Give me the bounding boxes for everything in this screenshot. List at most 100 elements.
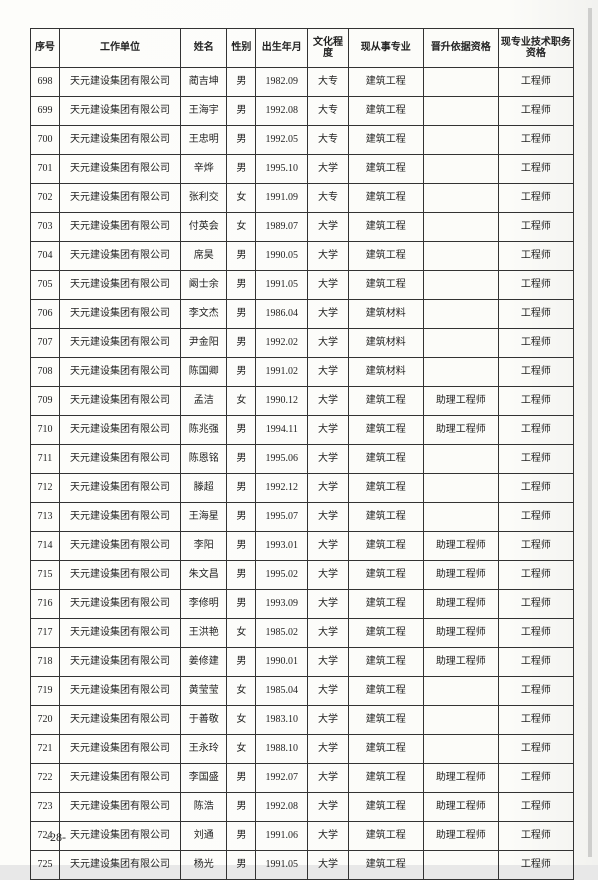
column-header: 性别	[227, 29, 256, 68]
table-row: 719天元建设集团有限公司黄莹莹女1985.04大学建筑工程工程师	[31, 677, 574, 706]
table-cell: 702	[31, 184, 60, 213]
table-cell: 713	[31, 503, 60, 532]
table-cell: 大学	[308, 503, 348, 532]
table-cell: 大学	[308, 329, 348, 358]
table-cell: 王洪艳	[181, 619, 227, 648]
table-cell: 715	[31, 561, 60, 590]
table-cell: 助理工程师	[423, 416, 498, 445]
table-cell: 天元建设集团有限公司	[59, 242, 180, 271]
table-cell: 大学	[308, 590, 348, 619]
table-cell: 工程师	[498, 561, 573, 590]
table-cell	[423, 213, 498, 242]
table-cell: 建筑工程	[348, 503, 423, 532]
table-cell	[423, 329, 498, 358]
table-cell: 建筑工程	[348, 416, 423, 445]
table-cell: 工程师	[498, 677, 573, 706]
table-row: 706天元建设集团有限公司李文杰男1986.04大学建筑材料工程师	[31, 300, 574, 329]
table-cell: 建筑工程	[348, 619, 423, 648]
table-cell: 李国盛	[181, 764, 227, 793]
table-cell: 孟洁	[181, 387, 227, 416]
table-cell: 李修明	[181, 590, 227, 619]
column-header: 晋升依据资格	[423, 29, 498, 68]
table-cell: 建筑工程	[348, 97, 423, 126]
table-row: 716天元建设集团有限公司李修明男1993.09大学建筑工程助理工程师工程师	[31, 590, 574, 619]
table-cell: 工程师	[498, 155, 573, 184]
table-cell: 工程师	[498, 793, 573, 822]
table-cell	[423, 155, 498, 184]
table-cell: 男	[227, 648, 256, 677]
table-cell: 大专	[308, 126, 348, 155]
table-cell: 建筑工程	[348, 474, 423, 503]
table-cell: 天元建设集团有限公司	[59, 97, 180, 126]
table-cell: 天元建设集团有限公司	[59, 764, 180, 793]
table-row: 707天元建设集团有限公司尹金阳男1992.02大学建筑材料工程师	[31, 329, 574, 358]
table-cell: 李阳	[181, 532, 227, 561]
table-cell: 男	[227, 474, 256, 503]
table-cell	[423, 242, 498, 271]
table-cell: 1995.02	[256, 561, 308, 590]
table-cell: 于善敬	[181, 706, 227, 735]
table-cell: 工程师	[498, 300, 573, 329]
table-cell: 天元建设集团有限公司	[59, 851, 180, 880]
table-cell: 建筑材料	[348, 329, 423, 358]
table-cell: 708	[31, 358, 60, 387]
table-cell: 工程师	[498, 329, 573, 358]
table-cell: 陈兆强	[181, 416, 227, 445]
table-cell: 建筑工程	[348, 155, 423, 184]
table-cell: 男	[227, 532, 256, 561]
personnel-table: 序号工作单位姓名性别出生年月文化程度现从事专业晋升依据资格现专业技术职务资格 6…	[30, 28, 574, 880]
table-cell: 725	[31, 851, 60, 880]
table-cell: 工程师	[498, 242, 573, 271]
table-cell: 建筑材料	[348, 300, 423, 329]
table-cell: 天元建设集团有限公司	[59, 126, 180, 155]
table-cell: 天元建设集团有限公司	[59, 445, 180, 474]
table-cell: 1990.01	[256, 648, 308, 677]
table-cell: 天元建设集团有限公司	[59, 474, 180, 503]
table-row: 708天元建设集团有限公司陈国卿男1991.02大学建筑材料工程师	[31, 358, 574, 387]
table-cell: 大学	[308, 851, 348, 880]
table-row: 725天元建设集团有限公司杨光男1991.05大学建筑工程工程师	[31, 851, 574, 880]
table-cell: 付英会	[181, 213, 227, 242]
table-cell: 723	[31, 793, 60, 822]
table-cell: 尹金阳	[181, 329, 227, 358]
table-cell: 天元建设集团有限公司	[59, 213, 180, 242]
table-cell: 助理工程师	[423, 590, 498, 619]
table-cell: 1989.07	[256, 213, 308, 242]
table-cell	[423, 735, 498, 764]
column-header: 姓名	[181, 29, 227, 68]
table-cell: 大学	[308, 271, 348, 300]
table-cell	[423, 97, 498, 126]
table-cell: 女	[227, 619, 256, 648]
table-cell: 大学	[308, 213, 348, 242]
table-cell: 女	[227, 735, 256, 764]
table-cell: 1988.10	[256, 735, 308, 764]
table-row: 723天元建设集团有限公司陈浩男1992.08大学建筑工程助理工程师工程师	[31, 793, 574, 822]
table-cell: 719	[31, 677, 60, 706]
table-cell: 工程师	[498, 445, 573, 474]
table-row: 718天元建设集团有限公司姜修建男1990.01大学建筑工程助理工程师工程师	[31, 648, 574, 677]
table-cell: 712	[31, 474, 60, 503]
table-cell: 大学	[308, 677, 348, 706]
table-cell: 714	[31, 532, 60, 561]
table-cell: 建筑工程	[348, 242, 423, 271]
table-row: 704天元建设集团有限公司席昊男1990.05大学建筑工程工程师	[31, 242, 574, 271]
table-cell: 建筑工程	[348, 387, 423, 416]
table-cell: 工程师	[498, 619, 573, 648]
table-cell: 1995.07	[256, 503, 308, 532]
table-cell: 席昊	[181, 242, 227, 271]
table-cell: 大专	[308, 184, 348, 213]
table-cell: 男	[227, 155, 256, 184]
table-cell: 张利交	[181, 184, 227, 213]
table-cell: 工程师	[498, 851, 573, 880]
table-cell: 助理工程师	[423, 532, 498, 561]
table-cell: 男	[227, 822, 256, 851]
table-cell: 701	[31, 155, 60, 184]
table-cell: 男	[227, 590, 256, 619]
table-cell: 大学	[308, 561, 348, 590]
table-cell: 1991.05	[256, 851, 308, 880]
table-cell: 705	[31, 271, 60, 300]
table-cell: 大学	[308, 706, 348, 735]
table-cell: 1992.07	[256, 764, 308, 793]
table-cell: 建筑工程	[348, 822, 423, 851]
table-cell: 工程师	[498, 97, 573, 126]
